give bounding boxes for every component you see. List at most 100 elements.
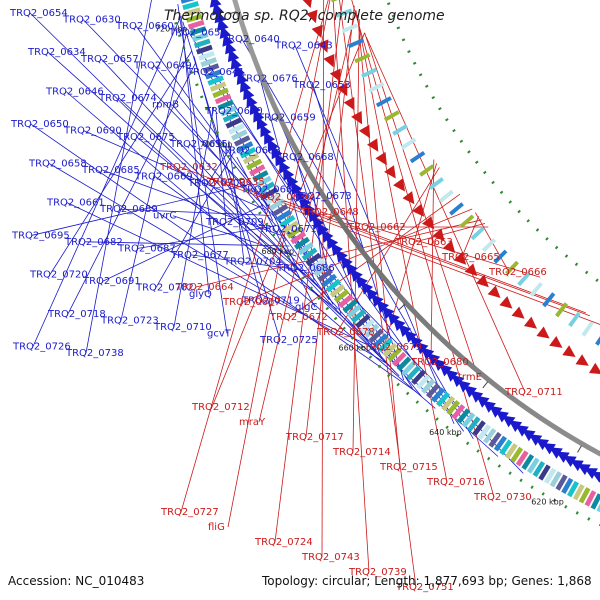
- forward-gene-block: [212, 87, 229, 99]
- forward-gene-block: [180, 0, 196, 4]
- forward-strand-arrow: [457, 380, 471, 393]
- gene-label: TRQ2_0658: [28, 158, 87, 169]
- forward-gene-block: [297, 242, 314, 256]
- reverse-strand-arrow: [317, 39, 329, 53]
- reverse-strand-arrow: [412, 203, 425, 217]
- gene-label: TRQ2_0671: [258, 224, 317, 235]
- reverse-gene-block: [428, 177, 444, 190]
- gene-label: rpmB: [152, 100, 179, 111]
- gene-label: TRQ2_0674: [98, 93, 157, 104]
- leader-line: [228, 140, 245, 262]
- leader-line: [177, 4, 228, 334]
- forward-strand-arrow: [549, 447, 563, 459]
- leader-line: [414, 223, 486, 243]
- forward-gene-block: [411, 369, 426, 385]
- gene-label: TRQ2_0636: [253, 192, 312, 203]
- forward-strand-arrow: [253, 109, 265, 123]
- map-title: Thermotoga sp. RQ2, complete genome: [164, 8, 445, 24]
- forward-strand-arrow: [542, 443, 556, 455]
- forward-gene-block: [236, 141, 254, 153]
- forward-strand-arrow: [451, 374, 465, 388]
- gene-label: TRQ2_0717: [285, 432, 344, 443]
- forward-strand-arrow: [291, 181, 303, 195]
- reverse-gene-block: [517, 271, 531, 287]
- forward-strand-arrow: [350, 268, 363, 282]
- tick-mark: [577, 445, 582, 453]
- forward-gene-block: [321, 273, 337, 288]
- forward-strand-arrow: [345, 262, 358, 276]
- forward-gene-block: [456, 408, 471, 424]
- gene-label: TRQ2_0686: [276, 263, 335, 274]
- forward-gene-block: [567, 480, 579, 498]
- forward-gene-block: [228, 123, 245, 135]
- forward-gene-block: [246, 158, 263, 171]
- leader-line: [118, 97, 322, 291]
- reverse-strand-arrow: [384, 165, 396, 179]
- reverse-gene-block: [568, 311, 581, 328]
- forward-gene-block: [182, 1, 199, 11]
- gene-label: TRQ2_0641: [186, 67, 245, 78]
- gene-label: TRQ2_0691: [82, 276, 141, 287]
- reverse-gene-block: [419, 164, 435, 177]
- tick-label: 660 kbp: [338, 344, 371, 353]
- gene-label: TRQ2_0661: [46, 198, 105, 209]
- reverse-gene-block: [595, 336, 600, 346]
- forward-gene-block: [532, 461, 546, 478]
- reverse-strand-arrow: [422, 216, 435, 230]
- forward-gene-block: [401, 361, 416, 376]
- forward-gene-block: [209, 81, 227, 92]
- forward-gene-block: [477, 424, 492, 440]
- gene-label: TRQ2_0654: [9, 8, 68, 19]
- gene-label: TRQ2_0655: [169, 139, 228, 150]
- forward-strand-arrow: [317, 222, 329, 237]
- forward-strand-arrow: [482, 400, 496, 413]
- forward-gene-block: [290, 231, 307, 245]
- forward-strand-arrow: [376, 300, 389, 314]
- forward-gene-block: [231, 129, 248, 141]
- gene-label: TRQ2_0663: [394, 237, 453, 248]
- forward-strand-arrow: [470, 390, 484, 403]
- forward-gene-block: [451, 404, 466, 420]
- forward-gene-block: [249, 164, 266, 177]
- leader-line: [339, 0, 417, 588]
- tick-label: 720 kbp: [155, 25, 188, 34]
- forward-gene-block: [431, 387, 446, 403]
- reverse-gene-block: [383, 110, 400, 122]
- forward-gene-block: [202, 63, 220, 74]
- forward-gene-block: [279, 215, 296, 228]
- gene-label: TRQ2_0662: [347, 222, 406, 233]
- reverse-strand-arrow: [311, 24, 323, 38]
- forward-strand-arrow: [287, 174, 299, 188]
- gene-label: TRQ2_0723: [100, 315, 159, 326]
- reverse-strand-arrow: [351, 111, 363, 125]
- gene-label: TRQ2_0716: [426, 477, 485, 488]
- leader-line: [180, 0, 329, 513]
- leader-line: [85, 0, 152, 354]
- gene-label: TRQ2_0678: [316, 327, 375, 338]
- reverse-strand-arrow: [402, 191, 415, 205]
- forward-strand-arrow: [260, 123, 272, 138]
- forward-gene-block: [268, 198, 285, 211]
- gene-label: TRQ2_0685: [81, 165, 140, 176]
- forward-strand-arrow: [387, 312, 400, 326]
- forward-strand-arrow: [489, 405, 503, 418]
- leader-line: [30, 123, 418, 393]
- leader-line: [357, 14, 401, 468]
- forward-strand-arrow: [355, 275, 368, 289]
- tick-mark: [269, 116, 278, 122]
- reverse-strand-arrow: [432, 228, 445, 242]
- leader-line: [226, 181, 590, 317]
- forward-gene-block: [521, 454, 535, 470]
- reverse-gene-block: [341, 23, 358, 33]
- gene-label: TRQ2_0709: [205, 217, 264, 228]
- forward-strand-arrow: [279, 160, 291, 174]
- gene-label: TRQ2_0689: [99, 204, 158, 215]
- reverse-strand-arrow: [393, 178, 405, 192]
- reverse-gene-block: [335, 8, 353, 18]
- forward-gene-block: [441, 395, 456, 412]
- reverse-strand-arrow: [453, 251, 467, 265]
- forward-gene-block: [359, 318, 375, 334]
- reverse-gene-block: [581, 321, 594, 337]
- reverse-gene-block: [368, 82, 385, 93]
